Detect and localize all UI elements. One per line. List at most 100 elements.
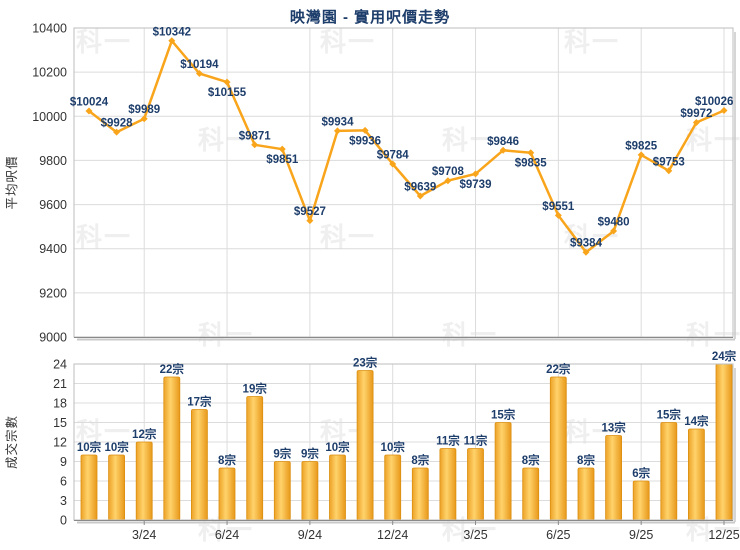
price-point-marker: [361, 126, 369, 134]
data-label: $9934: [322, 116, 355, 128]
price-point-marker: [306, 217, 314, 225]
x-tick-label: 9/24: [298, 528, 322, 542]
volume-bar: [301, 461, 319, 521]
data-label: $9551: [542, 201, 575, 213]
data-label: $10026: [695, 96, 733, 108]
data-label: $10342: [153, 26, 191, 38]
y-tick-label: 9000: [39, 331, 67, 345]
x-tick-label: 12/24: [377, 528, 408, 542]
y-axis-title: 平均呎價: [5, 155, 19, 209]
volume-bar: [605, 435, 622, 521]
data-label: $9936: [349, 135, 381, 147]
data-label: $9972: [680, 108, 712, 120]
data-label: 9宗: [301, 447, 319, 461]
price-point-marker: [333, 127, 341, 135]
chart-title: 映灣園 - 實用呎價走勢: [289, 9, 451, 26]
data-label: 6宗: [632, 466, 650, 480]
volume-bar: [577, 467, 595, 521]
data-label: 10宗: [381, 440, 406, 454]
data-label: $10194: [180, 59, 219, 71]
data-label: $9928: [101, 118, 134, 130]
volume-bar: [439, 448, 457, 521]
y-tick-label: 18: [53, 397, 67, 411]
price-point-marker: [554, 211, 562, 219]
volume-bar: [356, 370, 374, 521]
data-label: 11宗: [464, 434, 488, 448]
y-tick-label: 9400: [39, 242, 67, 256]
data-label: 10宗: [77, 440, 102, 454]
price-point-marker: [85, 107, 93, 115]
x-axis: 3/24 6/24 9/24 12/24 3/25 6/25 9/25 12/25: [132, 521, 740, 542]
price-point-marker: [582, 248, 590, 256]
price-point-marker: [499, 146, 507, 154]
y-tick-label: 3: [60, 494, 67, 508]
data-label: 8宗: [522, 453, 540, 467]
volume-bar: [80, 454, 98, 521]
volume-bar: [135, 441, 153, 521]
y-axis-title: 成交宗數: [4, 415, 19, 469]
price-point-marker: [720, 107, 728, 115]
price-point-marker: [278, 145, 286, 153]
volume-bar: [660, 422, 678, 521]
data-label: 22宗: [546, 362, 571, 376]
data-label: $9753: [653, 156, 685, 168]
y-tick-label: 10400: [32, 22, 67, 36]
data-label: 8宗: [411, 453, 429, 467]
y-tick-label: 9600: [39, 198, 67, 212]
data-label: 11宗: [436, 434, 460, 448]
data-label: $10155: [208, 87, 247, 99]
data-label: $9384: [570, 238, 603, 250]
volume-bar: [218, 467, 236, 521]
y-tick-label: 9200: [39, 286, 67, 300]
price-point-marker: [444, 177, 452, 185]
data-label: 22宗: [160, 362, 185, 376]
volume-bar: [522, 467, 540, 521]
volume-bar: [384, 454, 402, 521]
price-line-chart: 9000 9200 9400 9600 9800 10000 10200 10400 平均呎價 $…: [5, 22, 736, 345]
data-label: $9989: [128, 104, 160, 116]
volume-bar: [329, 454, 346, 521]
data-label: 8宗: [577, 453, 595, 467]
data-label: $10024: [70, 97, 109, 109]
price-point-marker: [195, 69, 203, 77]
data-label: 23宗: [353, 356, 378, 370]
y-tick-label: 6: [60, 475, 67, 489]
y-tick-label: 9: [60, 455, 67, 469]
data-label: 15宗: [657, 408, 682, 422]
volume-bar: [715, 363, 733, 521]
data-label: $9835: [515, 158, 548, 170]
y-tick-label: 12: [53, 436, 67, 450]
y-tick-label: 24: [53, 358, 67, 372]
data-label: $9639: [404, 182, 436, 194]
data-label: 15宗: [491, 408, 516, 422]
data-label: 17宗: [187, 395, 212, 409]
y-tick-label: 10000: [32, 110, 67, 124]
volume-bar: [467, 448, 484, 521]
price-point-marker: [168, 37, 176, 45]
y-tick-label: 15: [53, 416, 67, 430]
data-label: 14宗: [684, 414, 709, 428]
price-point-marker: [665, 167, 673, 175]
data-label: $9527: [294, 206, 326, 218]
x-tick-label: 6/25: [546, 528, 570, 542]
x-tick-label: 6/24: [215, 528, 239, 542]
y-tick-label: 21: [53, 377, 67, 391]
data-label: 10宗: [104, 440, 129, 454]
data-label: $9480: [598, 217, 630, 229]
data-label: $9846: [487, 136, 519, 148]
price-point-marker: [140, 115, 148, 123]
price-point-marker: [416, 192, 424, 200]
data-label: 19宗: [243, 382, 268, 396]
y-tick-label: 0: [60, 514, 67, 528]
volume-bar: [494, 422, 512, 521]
price-point-marker: [113, 128, 121, 136]
data-label: 12宗: [132, 427, 157, 441]
price-point-marker: [251, 141, 259, 149]
price-point-marker: [389, 160, 397, 168]
data-label: 24宗: [712, 349, 737, 363]
data-label: 13宗: [601, 421, 626, 435]
volume-bar: [108, 454, 125, 521]
